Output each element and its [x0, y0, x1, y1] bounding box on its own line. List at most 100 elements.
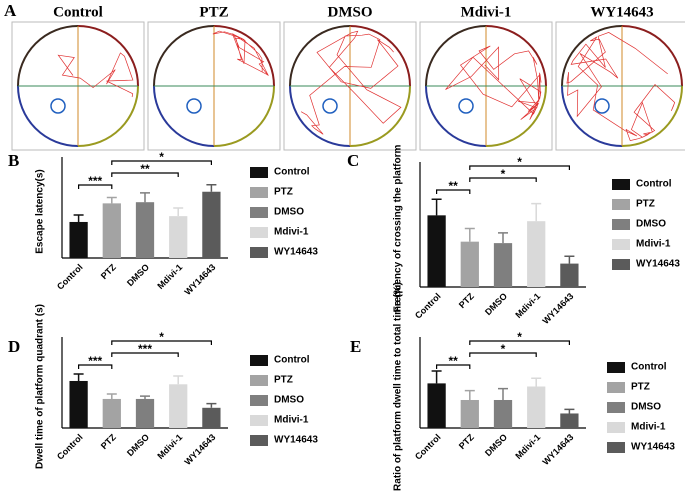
- significance-label: *: [159, 330, 164, 344]
- significance-bracket: [469, 340, 570, 345]
- legend-label: WY14643: [274, 435, 318, 446]
- platform: [458, 98, 474, 114]
- legend-swatch: [250, 375, 268, 386]
- pool-edge: [485, 25, 547, 87]
- legend-label: DMSO: [274, 207, 304, 218]
- legend-label: PTZ: [274, 375, 293, 386]
- legend-swatch: [612, 199, 630, 210]
- swim-path: [212, 30, 269, 76]
- platform: [50, 98, 66, 114]
- bar: [460, 399, 479, 428]
- bar: [69, 221, 88, 258]
- bar: [560, 413, 579, 428]
- significance-label: ***: [88, 354, 102, 368]
- bar: [135, 202, 155, 258]
- x-tick-label: WY14643: [182, 432, 217, 467]
- legend-swatch: [607, 422, 625, 433]
- y-axis-label: Escape latency(s): [35, 169, 46, 254]
- significance-bracket: [111, 352, 179, 357]
- group-title: PTZ: [199, 4, 228, 20]
- pool-edge: [561, 25, 623, 87]
- pool-edge: [17, 85, 79, 147]
- pool-edge: [349, 85, 411, 147]
- bar: [527, 221, 546, 287]
- significance-bracket: [469, 352, 537, 357]
- pool-edge: [213, 85, 275, 147]
- x-tick-label: PTZ: [457, 432, 476, 451]
- error-bar: [206, 402, 217, 408]
- significance-label: **: [449, 354, 459, 368]
- pool-edge: [349, 25, 411, 87]
- legend-label: Control: [274, 355, 310, 366]
- x-tick-label: DMSO: [483, 291, 509, 317]
- panel-label: E: [350, 337, 361, 356]
- significance-bracket: [469, 165, 570, 170]
- bar: [427, 383, 446, 428]
- significance-label: *: [501, 342, 506, 356]
- error-bar: [206, 184, 217, 192]
- legend-swatch: [612, 239, 630, 250]
- error-bar: [431, 198, 442, 216]
- bar: [460, 241, 479, 287]
- error-bar: [564, 408, 575, 414]
- x-tick-label: PTZ: [99, 262, 118, 281]
- x-tick-label: Mdivi-1: [513, 432, 542, 461]
- significance-bracket: [78, 364, 113, 369]
- legend-swatch: [250, 187, 268, 198]
- y-axis-label: Ratio of platform dwell time to total ti…: [393, 282, 404, 491]
- legend-swatch: [250, 415, 268, 426]
- bar: [527, 386, 546, 428]
- pool-edge: [425, 25, 487, 87]
- bar: [493, 243, 513, 287]
- legend-swatch: [250, 207, 268, 218]
- legend-label: DMSO: [631, 402, 661, 413]
- x-tick-label: Control: [413, 291, 443, 321]
- x-tick-label: Control: [413, 432, 443, 462]
- platform: [594, 98, 610, 114]
- pool-edge: [77, 85, 139, 147]
- legend-swatch: [250, 227, 268, 238]
- bar: [69, 380, 88, 428]
- legend-swatch: [250, 247, 268, 258]
- pool-edge: [621, 25, 683, 87]
- significance-label: *: [501, 167, 506, 181]
- x-tick-label: Control: [55, 432, 85, 462]
- error-bar: [106, 196, 117, 204]
- significance-label: **: [449, 179, 459, 193]
- bar: [135, 398, 155, 428]
- legend-swatch: [607, 402, 625, 413]
- legend-swatch: [607, 382, 625, 393]
- significance-bracket: [436, 364, 471, 369]
- legend-label: Mdivi-1: [631, 422, 666, 433]
- panel-label: A: [4, 1, 17, 20]
- group-title: Mdivi-1: [461, 4, 512, 20]
- error-bar: [498, 232, 508, 244]
- pool-edge: [425, 85, 487, 147]
- x-tick-label: Mdivi-1: [155, 432, 184, 461]
- legend-swatch: [250, 355, 268, 366]
- swim-path: [566, 32, 676, 142]
- legend-swatch: [612, 219, 630, 230]
- significance-label: **: [140, 162, 150, 176]
- group-title: Control: [53, 4, 103, 20]
- legend-label: DMSO: [636, 219, 666, 230]
- legend-swatch: [612, 179, 630, 190]
- legend-label: Control: [636, 179, 672, 190]
- x-tick-label: DMSO: [483, 432, 509, 458]
- bar: [202, 191, 221, 258]
- legend-swatch: [250, 435, 268, 446]
- error-bar: [464, 227, 475, 242]
- error-bar: [464, 389, 475, 400]
- bar: [493, 399, 513, 428]
- x-tick-label: PTZ: [99, 432, 118, 451]
- pool-edge: [485, 85, 547, 147]
- bar: [427, 215, 446, 287]
- pool-edge: [289, 85, 351, 147]
- error-bar: [106, 393, 117, 399]
- platform: [322, 98, 338, 114]
- bar: [202, 407, 221, 428]
- bar: [169, 384, 188, 428]
- legend-label: Control: [274, 167, 310, 178]
- significance-label: *: [517, 330, 522, 344]
- significance-label: *: [517, 155, 522, 169]
